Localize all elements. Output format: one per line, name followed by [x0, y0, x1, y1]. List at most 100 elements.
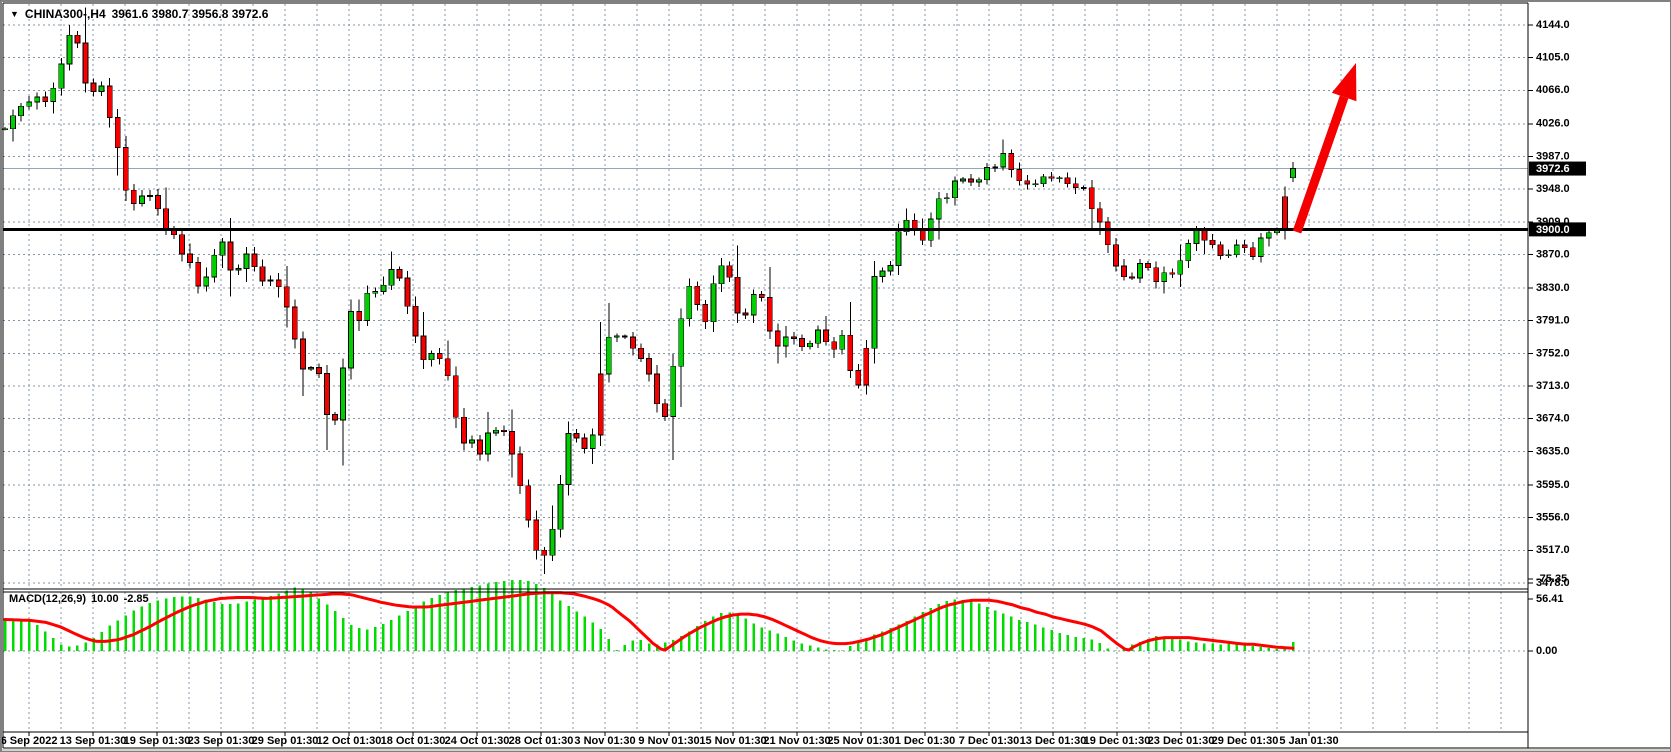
candle-body: [235, 267, 242, 271]
symbol-period-label: CHINA300-,H4: [24, 7, 106, 21]
candle-body: [509, 431, 516, 455]
candle-body: [879, 270, 886, 277]
macd-layer: [3, 579, 1295, 652]
time-axis-label: 12 Oct 01:30: [317, 735, 382, 747]
candle-body: [702, 304, 709, 323]
candle-body: [146, 195, 153, 197]
candle-body: [855, 370, 862, 386]
candle-body: [1249, 247, 1256, 257]
price-axis-label: 3987.0: [1536, 150, 1570, 162]
candle-body: [935, 198, 942, 220]
candle-body: [82, 42, 89, 84]
candle-body: [573, 433, 580, 439]
candle-body: [404, 277, 411, 307]
candle-body: [871, 276, 878, 349]
candle-body: [1072, 183, 1079, 188]
time-axis-label: 5 Jan 01:30: [1279, 735, 1338, 747]
candle-body: [380, 284, 387, 293]
price-axis-label: 3517.0: [1536, 544, 1570, 556]
candle-body: [10, 115, 16, 130]
candle-body: [597, 373, 604, 436]
time-axis-label: 6 Sep 2022: [1, 735, 57, 747]
price-axis: 4144.04105.04066.04026.03987.03948.03909…: [1528, 19, 1586, 589]
candle-body: [171, 229, 177, 236]
candle-body: [155, 195, 161, 210]
candle-body: [1096, 208, 1103, 223]
time-axis-label: 18 Oct 01:30: [381, 735, 446, 747]
macd-signal-line: [3, 591, 1295, 652]
time-axis-label: 28 Oct 01:30: [509, 735, 574, 747]
candle-body: [1048, 176, 1055, 179]
candle-body: [903, 219, 910, 233]
candle-body: [138, 195, 145, 204]
candle-body: [1129, 276, 1135, 279]
time-axis-label: 7 Dec 01:30: [959, 735, 1020, 747]
price-axis-label: 3870.0: [1536, 248, 1570, 260]
candle-body: [1064, 177, 1071, 185]
candle-body: [823, 329, 829, 343]
candle-body: [267, 279, 274, 282]
candle-body: [203, 276, 210, 287]
candle-body: [58, 63, 65, 89]
candle-body: [718, 265, 725, 285]
macd-axis-label: 56.41: [1536, 593, 1564, 605]
candle-body: [1201, 229, 1208, 241]
candle-body: [557, 484, 564, 530]
candle-body: [50, 87, 57, 102]
candle-body: [1121, 265, 1127, 278]
candle-body: [66, 34, 73, 65]
candle-body: [1217, 244, 1224, 256]
time-axis-label: 25 Nov 01:30: [827, 735, 894, 747]
candle-body: [670, 365, 677, 417]
time-axis-label: 29 Dec 01:30: [1212, 735, 1279, 747]
candle-body: [227, 241, 234, 271]
candle-body: [1056, 177, 1063, 180]
price-axis-label: 4026.0: [1536, 118, 1570, 130]
candle-body: [782, 336, 789, 347]
candle-body: [662, 403, 668, 417]
candle-body: [90, 82, 97, 92]
candle-body: [307, 367, 314, 370]
candle-body: [316, 367, 322, 374]
hline-price-marker: [1529, 222, 1586, 237]
candle-body: [1000, 153, 1007, 168]
candle-body: [501, 429, 508, 432]
candle-body: [1024, 180, 1031, 185]
candle-body: [630, 336, 636, 349]
status-strip: [1, 749, 1670, 751]
macd-signal-value: -2.85: [123, 593, 149, 605]
candle-body: [195, 262, 202, 287]
candle-body: [1265, 232, 1272, 239]
trend-arrow-annotation[interactable]: [1292, 63, 1357, 234]
candle-body: [887, 265, 894, 272]
price-axis-label: 3752.0: [1536, 347, 1570, 359]
candle-body: [1113, 244, 1119, 267]
grid-layer: [3, 4, 1528, 732]
price-axis-label: 3674.0: [1536, 413, 1570, 425]
hline-price-marker-label: 3900.0: [1536, 224, 1570, 236]
candle-body: [477, 439, 483, 455]
candle-body: [163, 208, 169, 231]
candle-body: [275, 279, 282, 288]
candle-body: [1032, 183, 1039, 186]
price-axis-label: 3478.0: [1536, 577, 1570, 589]
candle-body: [589, 434, 596, 449]
candle-body: [291, 306, 298, 340]
candle-body: [1290, 168, 1296, 179]
price-axis-label: 3948.0: [1536, 183, 1570, 195]
candle-body: [863, 347, 870, 386]
price-axis-label: 4066.0: [1536, 84, 1570, 96]
candle-body: [1233, 244, 1240, 256]
candle-body: [791, 336, 797, 339]
candle-body: [114, 117, 121, 149]
candle-body: [847, 334, 854, 371]
candle-body: [106, 85, 113, 119]
symbol-menu-icon[interactable]: ▼: [10, 8, 19, 19]
candle-body: [734, 276, 741, 314]
candle-body: [436, 352, 443, 360]
candle-body: [468, 439, 475, 444]
